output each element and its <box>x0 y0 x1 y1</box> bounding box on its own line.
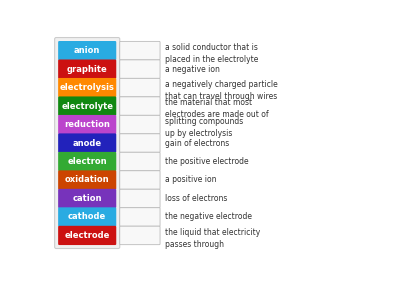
Text: electron: electron <box>67 157 107 166</box>
Text: the liquid that electricity
passes through: the liquid that electricity passes throu… <box>165 228 260 248</box>
FancyBboxPatch shape <box>55 38 120 248</box>
Text: reduction: reduction <box>64 120 110 129</box>
Text: electrode: electrode <box>64 231 110 240</box>
Text: oxidation: oxidation <box>65 176 110 184</box>
FancyBboxPatch shape <box>120 152 160 171</box>
Text: the negative electrode: the negative electrode <box>165 212 252 221</box>
Text: cation: cation <box>72 194 102 203</box>
Text: the material that most
electrodes are made out of: the material that most electrodes are ma… <box>165 98 268 119</box>
Text: a solid conductor that is
placed in the electrolyte: a solid conductor that is placed in the … <box>165 43 258 64</box>
FancyBboxPatch shape <box>58 134 116 153</box>
FancyBboxPatch shape <box>58 115 116 134</box>
FancyBboxPatch shape <box>58 59 116 79</box>
FancyBboxPatch shape <box>120 208 160 226</box>
FancyBboxPatch shape <box>58 41 116 60</box>
Text: electrolyte: electrolyte <box>61 102 113 111</box>
Text: a positive ion: a positive ion <box>165 176 216 184</box>
FancyBboxPatch shape <box>58 152 116 171</box>
FancyBboxPatch shape <box>120 60 160 78</box>
FancyBboxPatch shape <box>58 189 116 208</box>
Text: a negative ion: a negative ion <box>165 64 220 74</box>
Text: splitting compounds
up by electrolysis: splitting compounds up by electrolysis <box>165 117 243 138</box>
FancyBboxPatch shape <box>58 226 116 245</box>
Text: a negatively charged particle
that can travel through wires: a negatively charged particle that can t… <box>165 80 278 101</box>
FancyBboxPatch shape <box>120 97 160 115</box>
FancyBboxPatch shape <box>120 134 160 152</box>
FancyBboxPatch shape <box>58 78 116 97</box>
Text: graphite: graphite <box>67 64 108 74</box>
FancyBboxPatch shape <box>120 78 160 97</box>
FancyBboxPatch shape <box>120 171 160 189</box>
Text: the positive electrode: the positive electrode <box>165 157 248 166</box>
Text: cathode: cathode <box>68 212 106 221</box>
Text: gain of electrons: gain of electrons <box>165 139 229 148</box>
Text: electrolysis: electrolysis <box>60 83 115 92</box>
FancyBboxPatch shape <box>58 170 116 190</box>
FancyBboxPatch shape <box>120 226 160 245</box>
Text: anode: anode <box>73 139 102 148</box>
Text: loss of electrons: loss of electrons <box>165 194 227 203</box>
FancyBboxPatch shape <box>120 115 160 134</box>
Text: anion: anion <box>74 46 100 55</box>
FancyBboxPatch shape <box>120 189 160 208</box>
FancyBboxPatch shape <box>120 41 160 60</box>
FancyBboxPatch shape <box>58 96 116 116</box>
FancyBboxPatch shape <box>58 207 116 226</box>
